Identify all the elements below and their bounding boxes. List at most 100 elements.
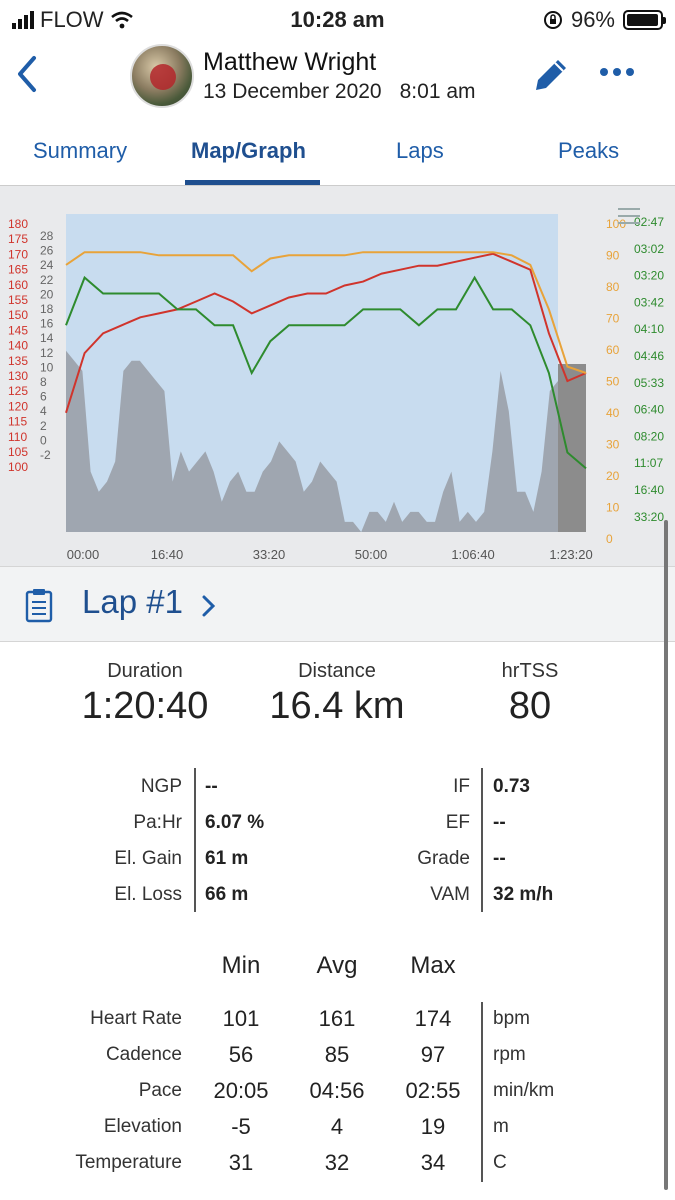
metric-label: VAM	[430, 884, 470, 905]
metric-value: --	[205, 776, 218, 797]
x-axis-tick: 33:20	[253, 547, 286, 562]
chevron-right-icon	[202, 595, 216, 617]
stat-max: 19	[420, 1114, 446, 1139]
hrtss-value: 80	[508, 685, 552, 727]
stat-unit: m	[493, 1116, 509, 1137]
stat-min: -5	[231, 1114, 251, 1139]
elevation-axis-tick: 26	[40, 244, 54, 258]
tab-map-graph[interactable]: Map/Graph	[191, 138, 306, 163]
elevation-axis-tick: -2	[40, 448, 51, 462]
hrtss-block: hrTSS 80	[440, 660, 620, 728]
battery-icon	[623, 10, 666, 30]
hr-axis-tick: 115	[8, 415, 27, 429]
elevation-area	[66, 350, 558, 532]
elevation-axis-tick: 28	[40, 229, 54, 243]
hrtss-label: hrTSS	[501, 660, 559, 682]
pace-axis-tick: 06:40	[634, 403, 664, 417]
hr-axis-tick: 135	[8, 354, 28, 368]
stat-name: Cadence	[105, 1044, 182, 1065]
status-time: 10:28 am	[290, 7, 385, 32]
status-right: 96%	[543, 7, 666, 33]
metric-label: El. Gain	[114, 848, 182, 869]
pace-axis-tick: 03:02	[634, 242, 664, 256]
pace-axis-tick: 03:20	[634, 269, 664, 283]
cadence-axis-tick: 70	[606, 312, 620, 326]
stat-name: Temperature	[75, 1152, 182, 1173]
metric-value: --	[493, 812, 506, 833]
metric-label: El. Loss	[114, 884, 182, 905]
elevation-axis-tick: 12	[40, 346, 54, 360]
wifi-icon	[110, 11, 133, 29]
stat-unit: C	[493, 1152, 507, 1173]
stat-min: 56	[228, 1042, 254, 1067]
pace-axis-tick: 02:47	[634, 215, 664, 229]
stats-row: Pace 20:05 04:56 02:55 min/km	[0, 1078, 675, 1114]
pace-axis-tick: 11:07	[634, 456, 663, 470]
stats-head-avg: Avg	[316, 952, 358, 979]
more-options-icon[interactable]	[600, 68, 634, 76]
elevation-axis-tick: 22	[40, 273, 54, 287]
cadence-axis-tick: 20	[606, 469, 620, 483]
cadence-axis-tick: 0	[606, 532, 613, 546]
metric-label: IF	[453, 776, 470, 797]
stat-min: 20:05	[213, 1078, 269, 1103]
status-left: FLOW	[12, 7, 134, 33]
hr-axis-tick: 130	[8, 369, 28, 383]
tab-bar: Summary Map/Graph Laps Peaks	[0, 116, 675, 186]
cadence-axis-tick: 50	[606, 375, 620, 389]
elevation-axis-tick: 4	[40, 404, 47, 418]
hr-axis-tick: 150	[8, 308, 28, 322]
elevation-axis-tick: 16	[40, 317, 54, 331]
tab-summary[interactable]: Summary	[33, 138, 128, 163]
x-axis-tick: 1:23:20	[549, 547, 592, 562]
stats-head-min: Min	[221, 952, 261, 979]
pace-line	[65, 275, 587, 470]
stat-avg: 85	[324, 1042, 350, 1067]
stat-unit: bpm	[493, 1008, 530, 1029]
pace-axis-tick: 04:46	[634, 349, 664, 363]
hr-axis-tick: 140	[8, 339, 28, 353]
elevation-axis-tick: 18	[40, 302, 54, 316]
x-axis-tick: 16:40	[151, 547, 184, 562]
stat-name: Elevation	[103, 1116, 182, 1137]
heart-rate-line	[65, 252, 587, 414]
hr-axis-tick: 180	[8, 217, 28, 231]
stats-row: Cadence 56 85 97 rpm	[0, 1042, 675, 1078]
pace-axis-tick: 04:10	[634, 322, 664, 336]
back-icon[interactable]	[12, 52, 42, 96]
hr-axis-tick: 125	[8, 384, 28, 398]
duration-label: Duration	[107, 660, 183, 682]
tab-laps[interactable]: Laps	[396, 138, 444, 163]
pace-axis-tick: 08:20	[634, 429, 664, 443]
hr-axis-tick: 120	[8, 399, 28, 413]
pace-axis-tick: 16:40	[634, 483, 664, 497]
stat-max: 34	[420, 1150, 446, 1175]
metric-label: Grade	[417, 848, 470, 869]
activity-graph[interactable]: 180 175 170 165 160 155 150 145 140 135 130 125 120 1…	[0, 186, 675, 566]
pencil-icon[interactable]	[528, 54, 572, 98]
duration-block: Duration 1:20:40	[55, 660, 235, 728]
elevation-axis-tick: 0	[40, 433, 47, 447]
x-axis-tick: 1:06:40	[451, 547, 494, 562]
stat-max: 174	[414, 1006, 452, 1031]
stat-max: 02:55	[405, 1078, 461, 1103]
cadence-axis-tick: 10	[606, 501, 620, 515]
chart-menu-icon	[618, 222, 640, 224]
cadence-line	[65, 251, 587, 374]
elevation-axis-tick: 6	[40, 390, 47, 404]
metrics-divider-right	[481, 768, 483, 912]
cadence-axis-tick: 100	[606, 217, 626, 231]
stat-unit: min/km	[493, 1080, 555, 1101]
lap-selector[interactable]: Lap #1	[0, 566, 675, 642]
tab-peaks[interactable]: Peaks	[558, 138, 620, 163]
pace-axis-tick: 05:33	[634, 376, 664, 390]
scrollbar[interactable]	[664, 520, 668, 1190]
stat-max: 97	[420, 1042, 446, 1067]
activity-datetime: 13 December 2020 8:01 am	[203, 80, 494, 104]
hr-axis-tick: 175	[8, 232, 28, 246]
avatar[interactable]	[130, 44, 194, 108]
carrier-label: FLOW	[40, 7, 104, 32]
graph-svg: 1801751701651601551501451401351301251201…	[8, 208, 664, 562]
metric-value: 0.73	[493, 776, 530, 797]
activity-date: 13 December 2020	[203, 80, 382, 103]
